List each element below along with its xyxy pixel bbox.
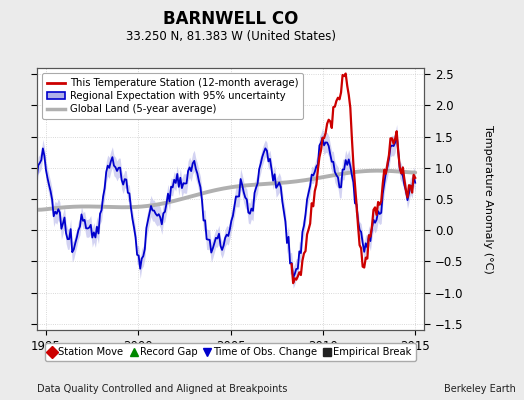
Text: Data Quality Controlled and Aligned at Breakpoints: Data Quality Controlled and Aligned at B… [37,384,287,394]
Y-axis label: Temperature Anomaly (°C): Temperature Anomaly (°C) [483,125,493,273]
Text: Berkeley Earth: Berkeley Earth [444,384,516,394]
Text: 33.250 N, 81.383 W (United States): 33.250 N, 81.383 W (United States) [126,30,335,43]
Legend: This Temperature Station (12-month average), Regional Expectation with 95% uncer: This Temperature Station (12-month avera… [42,73,303,119]
Text: BARNWELL CO: BARNWELL CO [163,10,298,28]
Legend: Station Move, Record Gap, Time of Obs. Change, Empirical Break: Station Move, Record Gap, Time of Obs. C… [46,343,416,361]
